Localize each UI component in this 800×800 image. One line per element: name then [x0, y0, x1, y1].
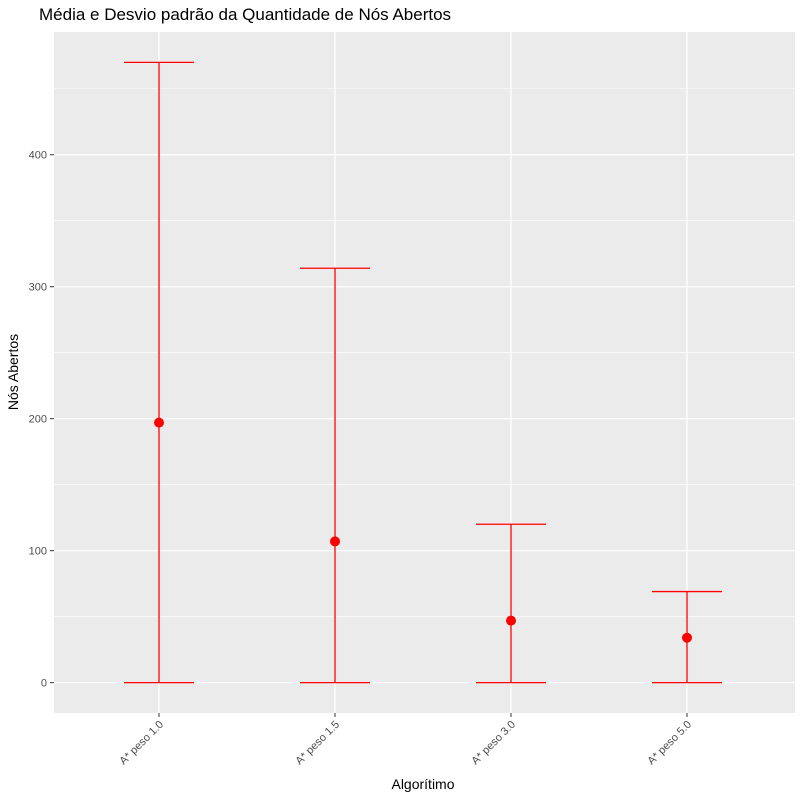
- y-tick-label: 200: [29, 414, 47, 426]
- y-axis-ticks: 0 100 200 300 400: [29, 150, 54, 690]
- y-tick-label: 0: [41, 678, 47, 690]
- chart-title: Média e Desvio padrão da Quantidade de N…: [39, 5, 451, 24]
- plot-panel: [54, 32, 795, 713]
- y-axis-title: Nós Abertos: [5, 334, 21, 410]
- y-tick-label: 300: [29, 282, 47, 294]
- y-tick-label: 400: [29, 150, 47, 162]
- x-axis-ticks: A* peso 1.0 A* peso 1.5 A* peso 3.0 A* peso…: [117, 713, 694, 767]
- x-tick-label: A* peso 3.0: [469, 719, 518, 768]
- x-tick-label: A* peso 5.0: [645, 719, 694, 768]
- mean-point: [682, 632, 692, 643]
- mean-point: [506, 615, 516, 626]
- x-tick-label: A* peso 1.5: [293, 719, 342, 768]
- x-tick-label: A* peso 1.0: [117, 719, 166, 768]
- chart-marks: [124, 61, 722, 684]
- x-axis-title: Algorítimo: [391, 776, 454, 792]
- mean-point: [154, 417, 164, 428]
- mean-point: [330, 536, 340, 547]
- y-tick-label: 100: [29, 546, 47, 558]
